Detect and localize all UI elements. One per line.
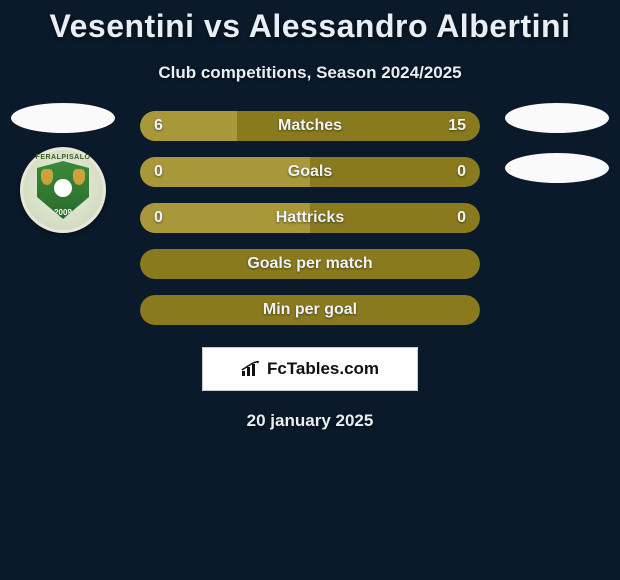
club-logo-left: FERALPISALO 2009 (20, 147, 106, 233)
stat-value-left: 0 (154, 209, 163, 227)
stat-row: 0 Goals 0 (140, 157, 480, 187)
subtitle: Club competitions, Season 2024/2025 (0, 63, 620, 83)
stat-value-right: 0 (457, 163, 466, 181)
stat-rows: 6 Matches 15 0 Goals 0 0 Hattricks 0 Goals per ma… (140, 111, 480, 325)
stat-label: Min per goal (263, 301, 357, 319)
stat-row: 0 Hattricks 0 (140, 203, 480, 233)
comparison-card: Vesentini vs Alessandro Albertini Club c… (0, 0, 620, 431)
bar-chart-icon (241, 361, 261, 377)
page-title: Vesentini vs Alessandro Albertini (0, 8, 620, 45)
stat-label: Matches (278, 117, 342, 135)
stat-label: Goals (288, 163, 332, 181)
stat-label: Hattricks (276, 209, 344, 227)
club-silhouette-icon (505, 153, 609, 183)
brand-text: FcTables.com (267, 359, 379, 379)
shield-lions-icon (41, 169, 85, 185)
player-right-column (502, 103, 612, 183)
stat-value-left: 6 (154, 117, 163, 135)
date-label: 20 january 2025 (0, 411, 620, 431)
shield-icon: 2009 (37, 161, 89, 219)
stat-row: Goals per match (140, 249, 480, 279)
player-left-column: FERALPISALO 2009 (8, 103, 118, 233)
stat-row: 6 Matches 15 (140, 111, 480, 141)
stat-value-right: 0 (457, 209, 466, 227)
stat-value-left: 0 (154, 163, 163, 181)
club-year-label: 2009 (54, 208, 72, 217)
club-name-label: FERALPISALO (36, 154, 91, 161)
stat-row: Min per goal (140, 295, 480, 325)
stat-label: Goals per match (247, 255, 372, 273)
player-silhouette-icon (11, 103, 115, 133)
brand-link[interactable]: FcTables.com (202, 347, 418, 391)
stats-area: FERALPISALO 2009 6 Matches 15 0 Goals 0 0 Hattr… (0, 111, 620, 325)
player-silhouette-icon (505, 103, 609, 133)
stat-value-right: 15 (448, 117, 466, 135)
